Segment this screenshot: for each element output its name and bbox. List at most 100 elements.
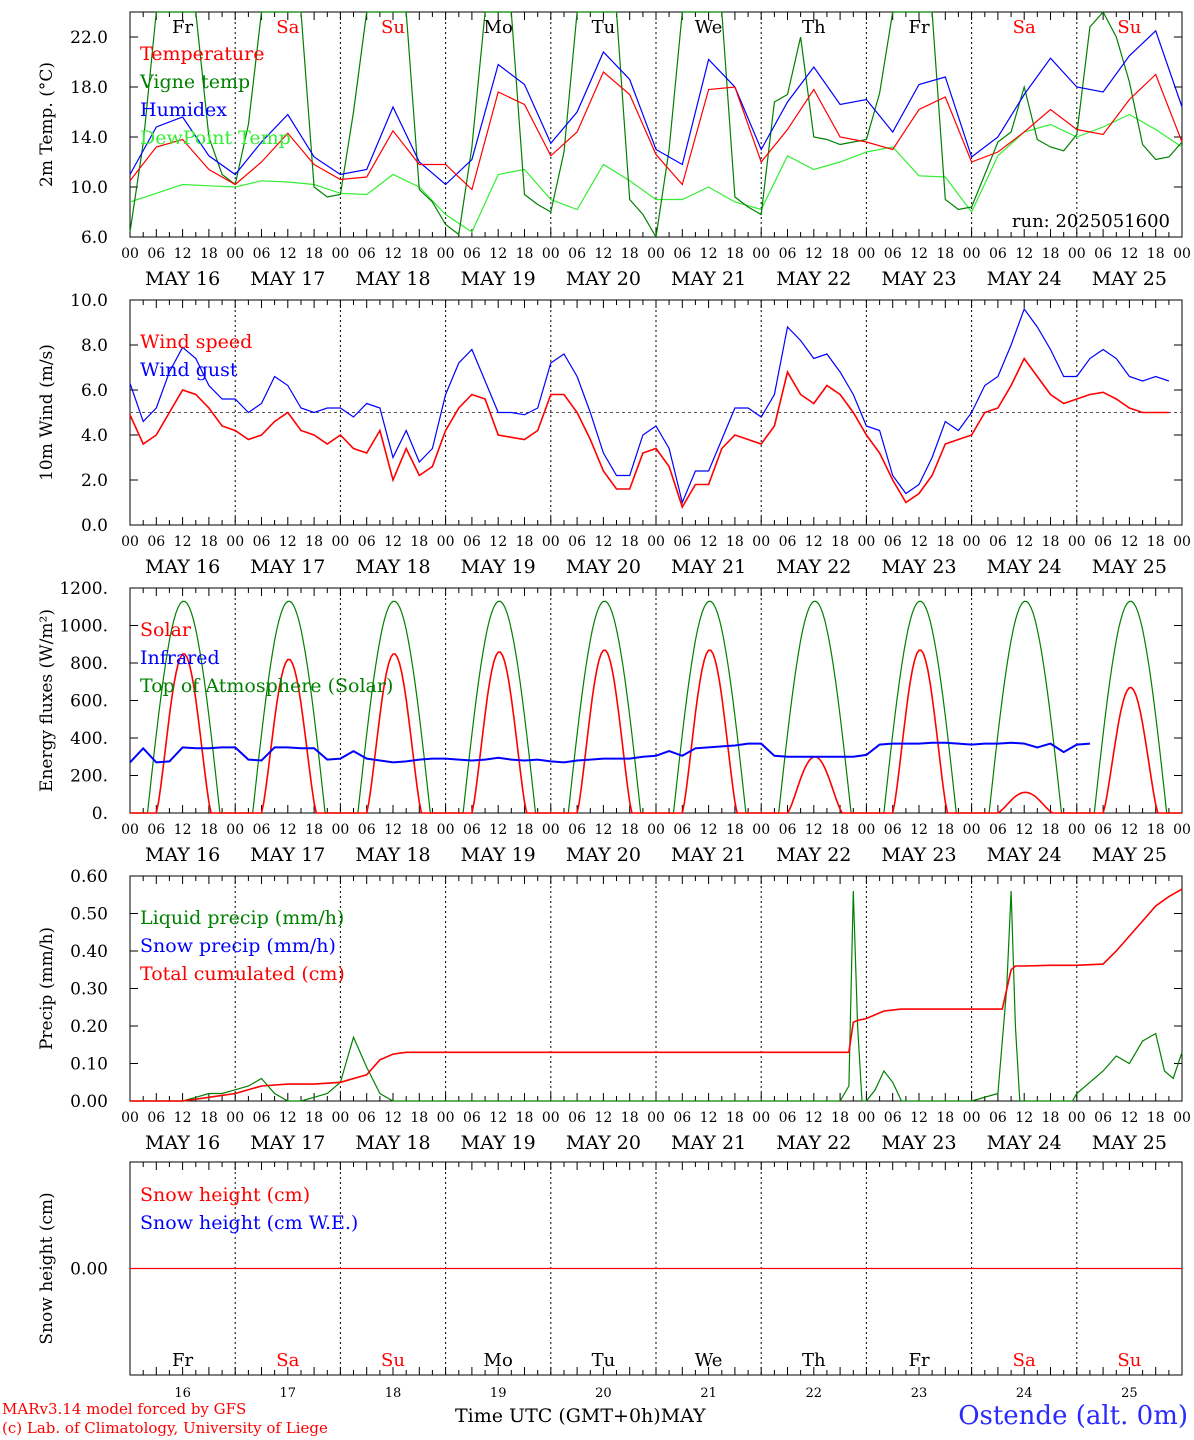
hour-tick-label: 00 bbox=[1068, 822, 1086, 838]
hour-tick-label: 06 bbox=[884, 534, 902, 550]
hour-tick-label: 00 bbox=[331, 822, 349, 838]
y-tick-label: 0.40 bbox=[70, 942, 108, 962]
hour-tick-label: 12 bbox=[700, 1110, 718, 1126]
date-label: MAY 25 bbox=[1092, 268, 1167, 290]
date-label: MAY 16 bbox=[145, 844, 220, 866]
hour-tick-label: 00 bbox=[857, 246, 875, 262]
date-label: MAY 18 bbox=[355, 844, 430, 866]
y-tick-label: 4.0 bbox=[81, 426, 108, 446]
date-label: MAY 21 bbox=[671, 556, 746, 578]
hour-tick-label: 18 bbox=[936, 1110, 954, 1126]
credit-model: MARv3.14 model forced by GFS bbox=[2, 1400, 247, 1418]
hour-tick-label: 18 bbox=[621, 1110, 639, 1126]
y-tick-label: 0.00 bbox=[70, 1092, 108, 1112]
hour-tick-label: 00 bbox=[1068, 1110, 1086, 1126]
hour-tick-label: 00 bbox=[542, 1110, 560, 1126]
hour-tick-label: 00 bbox=[226, 822, 244, 838]
hour-tick-label: 00 bbox=[331, 534, 349, 550]
hour-tick-label: 18 bbox=[1147, 246, 1165, 262]
hour-tick-label: 12 bbox=[384, 534, 402, 550]
hour-tick-label: 00 bbox=[1173, 534, 1191, 550]
day-number-label: 24 bbox=[1016, 1386, 1033, 1401]
hour-tick-label: 18 bbox=[200, 246, 218, 262]
hour-tick-label: 12 bbox=[910, 822, 928, 838]
date-label: MAY 25 bbox=[1092, 844, 1167, 866]
date-label: MAY 19 bbox=[461, 844, 536, 866]
hour-tick-label: 00 bbox=[647, 246, 665, 262]
hour-tick-label: 00 bbox=[963, 1110, 981, 1126]
y-tick-label: 0.10 bbox=[70, 1055, 108, 1075]
date-label: MAY 24 bbox=[987, 556, 1062, 578]
day-number-label: 21 bbox=[700, 1386, 717, 1401]
hour-tick-label: 00 bbox=[542, 246, 560, 262]
hour-tick-label: 18 bbox=[410, 822, 428, 838]
series-line-solar bbox=[130, 649, 1182, 814]
hour-tick-label: 00 bbox=[437, 822, 455, 838]
date-label: MAY 24 bbox=[987, 844, 1062, 866]
y-axis-label-energy: Energy fluxes (W/m²) bbox=[37, 609, 57, 792]
date-label: MAY 20 bbox=[566, 268, 641, 290]
y-axis-label-snow: Snow height (cm) bbox=[37, 1192, 57, 1344]
hour-tick-label: 12 bbox=[279, 822, 297, 838]
hour-tick-label: 12 bbox=[594, 1110, 612, 1126]
hour-tick-label: 06 bbox=[779, 1110, 797, 1126]
hour-tick-label: 18 bbox=[621, 822, 639, 838]
weekday-label: Fr bbox=[172, 1350, 193, 1371]
hour-tick-label: 00 bbox=[437, 246, 455, 262]
hour-tick-label: 12 bbox=[384, 246, 402, 262]
hour-tick-label: 06 bbox=[673, 246, 691, 262]
hour-tick-label: 18 bbox=[621, 246, 639, 262]
hour-tick-label: 06 bbox=[673, 822, 691, 838]
series-line-precip-0 bbox=[130, 890, 1183, 1102]
hour-tick-label: 00 bbox=[226, 246, 244, 262]
hour-tick-label: 06 bbox=[673, 1110, 691, 1126]
weekday-label: Fr bbox=[172, 17, 193, 38]
hour-tick-label: 06 bbox=[1094, 534, 1112, 550]
hour-tick-label: 12 bbox=[174, 534, 192, 550]
hour-tick-label: 00 bbox=[121, 246, 139, 262]
hour-tick-label: 12 bbox=[1015, 246, 1033, 262]
date-label: MAY 23 bbox=[881, 844, 956, 866]
date-label: MAY 23 bbox=[881, 268, 956, 290]
hour-tick-label: 00 bbox=[1068, 534, 1086, 550]
legend-entry: Total cumulated (cm) bbox=[140, 963, 345, 985]
y-tick-label: 6.0 bbox=[81, 381, 108, 401]
bottom-axis-ticks bbox=[129, 517, 1183, 525]
hour-tick-label: 00 bbox=[647, 822, 665, 838]
weekday-label: Su bbox=[1117, 17, 1141, 38]
hour-tick-label: 18 bbox=[305, 822, 323, 838]
y-tick-label: 18.0 bbox=[70, 78, 108, 98]
date-label: MAY 19 bbox=[461, 1132, 536, 1154]
date-label: MAY 17 bbox=[250, 1132, 325, 1154]
y-axis-label-precip: Precip (mm/h) bbox=[37, 927, 57, 1050]
hour-tick-label: 00 bbox=[1173, 1110, 1191, 1126]
hour-tick-label: 00 bbox=[752, 1110, 770, 1126]
day-number-label: 23 bbox=[911, 1386, 928, 1401]
legend-entry: Vigne temp bbox=[139, 71, 250, 93]
hour-tick-label: 06 bbox=[568, 534, 586, 550]
hour-tick-label: 12 bbox=[910, 1110, 928, 1126]
hour-tick-label: 06 bbox=[989, 534, 1007, 550]
hour-tick-label: 18 bbox=[1147, 534, 1165, 550]
hour-tick-label: 06 bbox=[779, 246, 797, 262]
hour-tick-label: 06 bbox=[358, 534, 376, 550]
hour-tick-label: 00 bbox=[437, 534, 455, 550]
legend-entry: Wind gust bbox=[140, 359, 238, 381]
y-tick-label: 400. bbox=[70, 729, 108, 749]
bottom-axis-ticks bbox=[129, 1093, 1183, 1101]
hour-tick-label: 18 bbox=[726, 822, 744, 838]
day-number-label: 19 bbox=[490, 1386, 507, 1401]
series-line-infrared bbox=[129, 741, 1090, 764]
weekday-label: Mo bbox=[484, 1350, 513, 1371]
y-tick-label: 0. bbox=[92, 804, 108, 824]
hour-tick-label: 18 bbox=[831, 534, 849, 550]
day-number-label: 22 bbox=[806, 1386, 823, 1401]
hour-tick-label: 06 bbox=[673, 534, 691, 550]
hour-tick-label: 00 bbox=[1068, 246, 1086, 262]
hour-tick-label: 00 bbox=[752, 534, 770, 550]
hour-tick-label: 06 bbox=[253, 246, 271, 262]
hour-tick-label: 12 bbox=[805, 822, 823, 838]
weekday-label: Tu bbox=[592, 1350, 616, 1371]
hour-tick-label: 18 bbox=[1147, 1110, 1165, 1126]
